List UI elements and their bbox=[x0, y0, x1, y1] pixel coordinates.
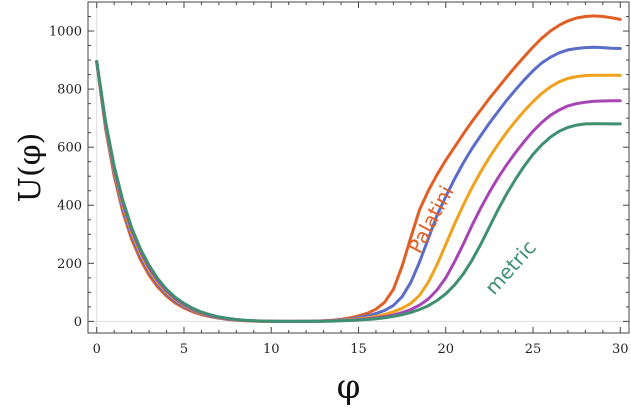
y-tick-label: 1000 bbox=[49, 25, 82, 40]
labels: 0 5 10 15 20 25 30 0 200 400 600 800 1000 φ U(φ) Palati… bbox=[13, 25, 629, 407]
x-tick-label: 30 bbox=[612, 342, 629, 357]
series-line-3 bbox=[95, 60, 622, 323]
x-tick-label: 0 bbox=[93, 342, 101, 357]
x-tick-label: 10 bbox=[263, 342, 280, 357]
ticks bbox=[88, 2, 629, 333]
annotation-metric: metric bbox=[480, 235, 541, 299]
x-tick-label: 15 bbox=[350, 342, 367, 357]
series-line-5 bbox=[95, 60, 622, 323]
x-tick-label: 25 bbox=[525, 342, 542, 357]
plot-border bbox=[87, 1, 630, 334]
plot-frame bbox=[87, 1, 630, 334]
series-line-2 bbox=[95, 45, 622, 323]
y-tick-label: 0 bbox=[74, 315, 82, 330]
annotation-palatini: Palatini bbox=[403, 182, 458, 258]
y-tick-label: 400 bbox=[57, 199, 82, 214]
curves bbox=[95, 14, 622, 323]
y-tick-label: 600 bbox=[57, 141, 82, 156]
y-tick-label: 800 bbox=[57, 83, 82, 98]
y-tick-label: 200 bbox=[57, 257, 82, 272]
x-axis-title: φ bbox=[337, 367, 361, 407]
x-tick-label: 5 bbox=[180, 342, 188, 357]
series-line-4 bbox=[95, 60, 622, 323]
y-axis-title: U(φ) bbox=[13, 133, 48, 203]
x-tick-label: 20 bbox=[437, 342, 454, 357]
